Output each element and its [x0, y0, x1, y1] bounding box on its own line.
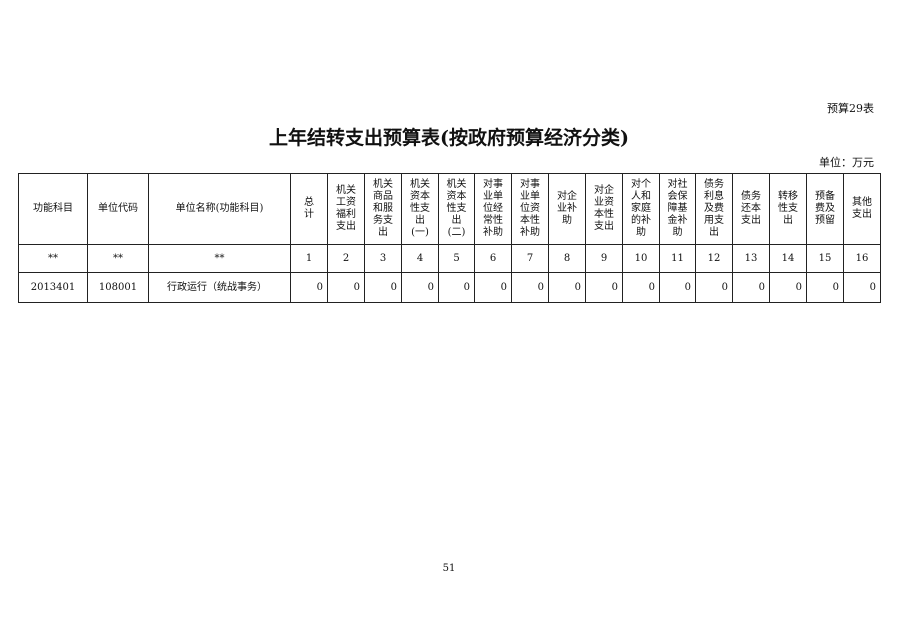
table-cell: 0: [438, 272, 475, 303]
table-cell: 13: [732, 244, 770, 273]
table-row: 2013401 108001 行政运行（统战事务） 0 0 0 0 0 0 0 0 0 0 0 0 0 0 0 0: [18, 272, 881, 303]
table-cell: 对事 业单 位资 本性 补助: [511, 173, 549, 245]
table-cell: **: [87, 244, 149, 273]
table-cell: 8: [548, 244, 586, 273]
table-cell: 0: [732, 272, 770, 303]
table-cell: 对企 业资 本性 支出: [585, 173, 623, 245]
header-row: 功能科目 单位代码 单位名称(功能科目) 总 计机关 工资 福利 支出 机关 商品 和服…: [18, 173, 881, 245]
table-cell: 0: [806, 272, 844, 303]
table-cell: 0: [695, 272, 733, 303]
table-cell: 108001: [87, 272, 149, 303]
index-row: ** ** ** 1 2 3 4 5 6 7 8 9 10 11 12 13 14 15 16: [18, 244, 881, 273]
table-cell: 3: [364, 244, 402, 273]
table-cell: 0: [843, 272, 881, 303]
table-cell: 0: [622, 272, 660, 303]
table-cell: 0: [290, 272, 328, 303]
table-cell: 5: [438, 244, 475, 273]
table-cell: 0: [511, 272, 549, 303]
table-cell: 12: [695, 244, 733, 273]
table-cell: 7: [511, 244, 549, 273]
table-cell: 2013401: [18, 272, 88, 303]
table-cell: 14: [769, 244, 807, 273]
table-cell: 对事 业单 位经 常性 补助: [474, 173, 512, 245]
table-cell: 2: [327, 244, 365, 273]
table-cell: 0: [364, 272, 402, 303]
budget-table: 功能科目 单位代码 单位名称(功能科目) 总 计机关 工资 福利 支出 机关 商品 和服…: [18, 173, 881, 303]
table-cell: 功能科目: [18, 173, 88, 245]
table-cell: 机关 商品 和服 务支 出: [364, 173, 402, 245]
page-title: 上年结转支出预算表(按政府预算经济分类): [269, 127, 629, 149]
table-cell: 9: [585, 244, 623, 273]
table-cell: 11: [659, 244, 696, 273]
table-cell: 机关 资本 性支 出 (一): [401, 173, 439, 245]
table-cell: 其他 支出: [843, 173, 881, 245]
table-cell: 1: [290, 244, 328, 273]
table-cell: 债务 利息 及费 用支 出: [695, 173, 733, 245]
table-cell: 总 计: [290, 173, 328, 245]
table-cell: 机关 工资 福利 支出: [327, 173, 365, 245]
page-number: 51: [442, 563, 456, 574]
table-cell: 0: [659, 272, 696, 303]
table-cell: 15: [806, 244, 844, 273]
table-cell: 6: [474, 244, 512, 273]
table-cell: 0: [769, 272, 807, 303]
table-tag: 预算29表: [827, 102, 874, 115]
table-cell: 转移 性支 出: [769, 173, 807, 245]
table-cell: 16: [843, 244, 881, 273]
table-cell: 对社 会保 障基 金补 助: [659, 173, 696, 245]
table-cell: 预备 费及 预留: [806, 173, 844, 245]
table-cell: 行政运行（统战事务）: [148, 272, 291, 303]
table-cell: 0: [401, 272, 439, 303]
table-cell: 机关 资本 性支 出 (二): [438, 173, 475, 245]
table-cell: 0: [548, 272, 586, 303]
table-cell: 0: [585, 272, 623, 303]
table-cell: 4: [401, 244, 439, 273]
table-cell: 0: [474, 272, 512, 303]
table-cell: 单位名称(功能科目): [148, 173, 291, 245]
table-cell: 10: [622, 244, 660, 273]
table-cell: 0: [327, 272, 365, 303]
table-cell: 单位代码: [87, 173, 149, 245]
table-cell: 债务 还本 支出: [732, 173, 770, 245]
unit-label: 单位：万元: [819, 156, 874, 169]
table-cell: **: [148, 244, 291, 273]
table-cell: 对个 人和 家庭 的补 助: [622, 173, 660, 245]
table-cell: **: [18, 244, 88, 273]
table-cell: 对企 业补 助: [548, 173, 586, 245]
